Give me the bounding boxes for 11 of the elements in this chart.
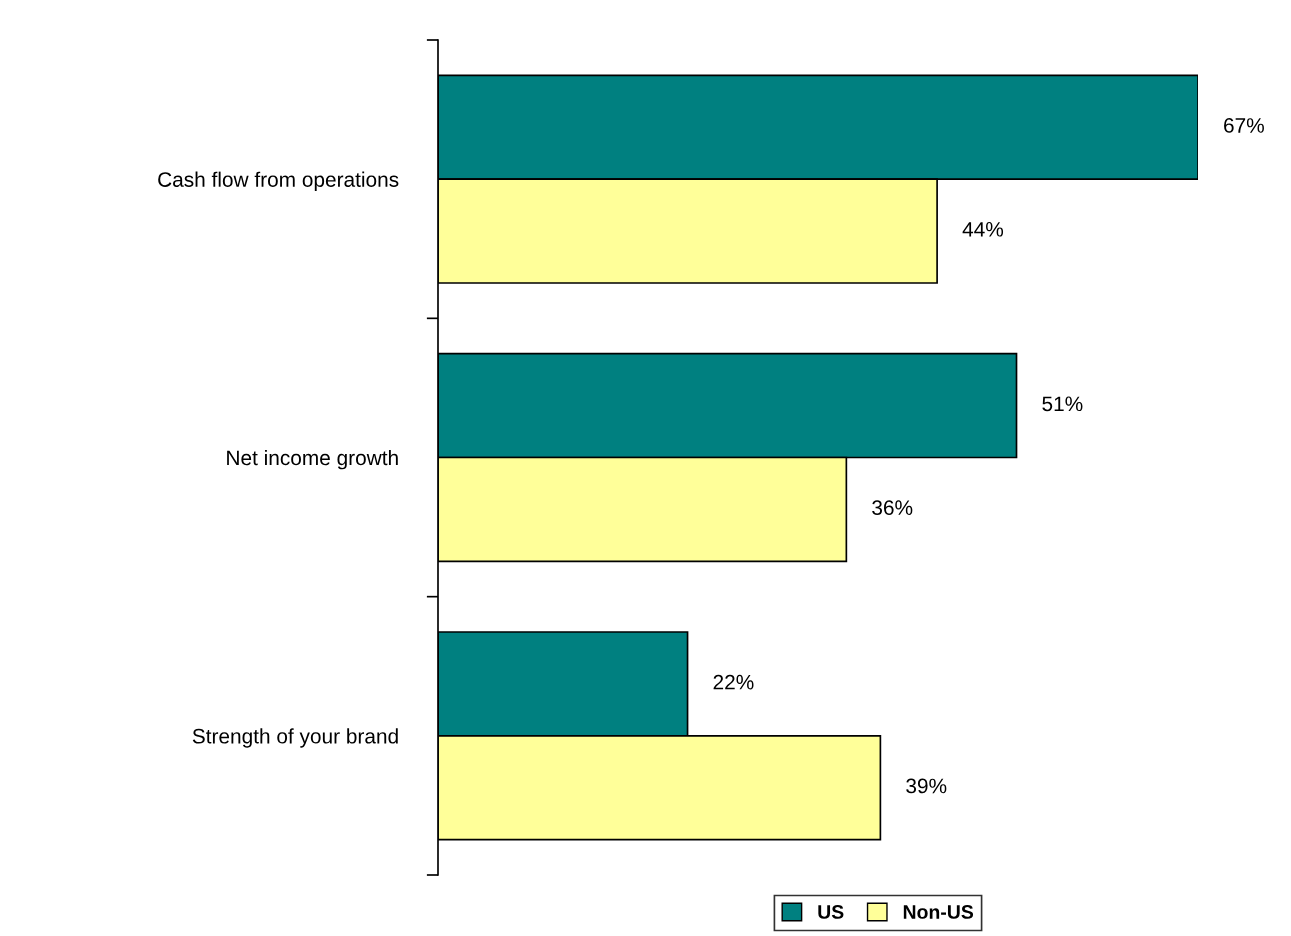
legend-label: US <box>818 905 844 919</box>
data-label: 44% <box>962 222 1004 237</box>
data-label: 36% <box>872 500 913 515</box>
legend-label: Non-US <box>903 905 974 919</box>
data-label: 51% <box>1042 396 1083 412</box>
y-tick-label: Strength of your brand <box>192 728 398 748</box>
data-label: 22% <box>713 674 754 690</box>
data-label: 67% <box>1224 118 1264 133</box>
data-label: 39% <box>906 778 947 794</box>
y-tick-label: Net income growth <box>227 449 398 470</box>
y-tick-label: Cash flow from operations <box>158 171 399 192</box>
